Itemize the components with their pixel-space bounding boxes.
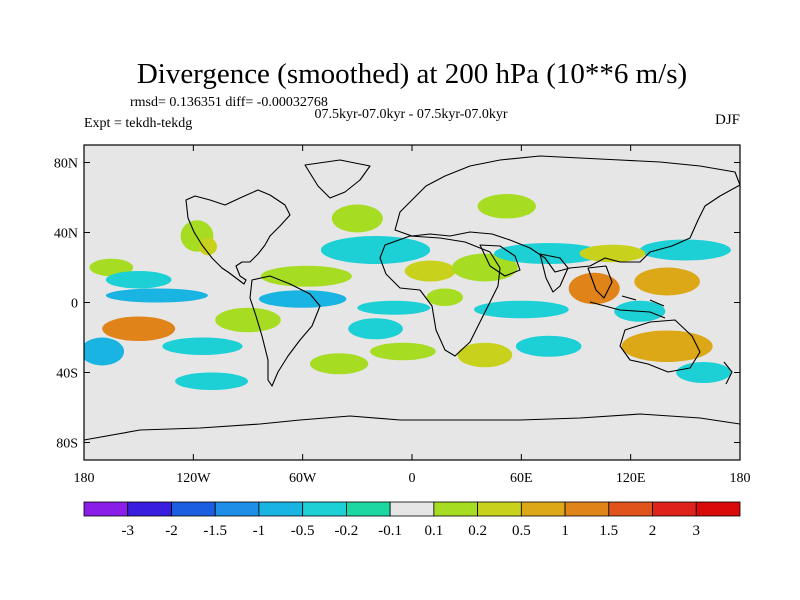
coastline-indochina [587,265,613,299]
chart-title: Divergence (smoothed) at 200 hPa (10**6 … [137,58,687,90]
anomaly-patch-22 [102,316,176,341]
x-tick-label: 0 [409,471,416,486]
anomaly-patch-12 [494,243,604,264]
colorbar-label: 2 [649,523,657,539]
colorbar-swatch-14 [695,501,741,517]
colorbar-swatch-8 [433,501,479,517]
colorbar-swatch-11 [564,501,610,517]
anomaly-patch-15 [568,272,620,305]
anomaly-patch-28 [457,342,513,368]
anomaly-patch-19 [426,288,464,306]
anomaly-patch-31 [676,362,731,383]
anomaly-patch-26 [348,318,403,340]
coastline-new-zealand [723,361,733,385]
coastline-africa [379,235,501,357]
colorbar-swatch-3 [214,501,260,517]
colorbar-label: 0.5 [512,523,531,539]
coastline-antarctica [84,413,740,441]
anomaly-patch-2 [198,237,218,256]
y-tick-label: 40N [54,227,78,242]
colorbar-swatch-9 [477,501,522,517]
coastlines [84,155,740,441]
colorbar-label: 0.1 [424,523,443,539]
colorbar-label: -0.2 [335,523,359,539]
anomaly-patch-23 [84,337,125,366]
season-label: DJF [715,112,740,128]
colorbar-swatch-6 [345,501,391,517]
anomaly-patch-13 [639,239,731,261]
anomaly-patch-24 [162,337,243,355]
y-tick-label: 40S [56,367,78,382]
y-tick-label: 0 [71,297,78,312]
coastline-arabia [479,244,521,277]
colorbar-label: -3 [121,523,134,539]
colorbar-swatch-2 [171,501,216,517]
anomaly-patch-29 [515,335,582,357]
experiment-label: Expt = tekdh-tekdg [84,116,192,131]
colorbar-label: -2 [165,523,178,539]
anomaly-patch-20 [357,300,431,315]
stats-line: rmsd= 0.136351 diff= -0.00032768 [130,95,328,110]
colorbar-swatch-0 [83,501,129,517]
colorbar-swatch-10 [520,501,566,517]
colorbar-swatch-1 [127,501,172,517]
anomaly-patch-4 [477,194,536,219]
colorbar-label: 1 [561,523,569,539]
anomaly-patch-14 [579,244,646,263]
x-tick-label: 60W [289,471,317,486]
divergence-anomaly-field [84,194,731,390]
anomaly-patch-33 [175,372,248,390]
colorbar-swatch-5 [302,501,347,517]
y-tick-label: 80S [56,437,78,452]
colorbar-label: -1 [253,523,266,539]
colorbar-swatch-7 [389,501,435,517]
y-tick-label: 80N [54,157,78,172]
anomaly-patch-6 [105,271,172,289]
colorbar: -3 -2 -1.5 -1 -0.5 -0.2 -0.1 0.1 0.2 0.5 1 1.5 2 3 [83,501,741,539]
x-tick-label: 180 [730,471,751,486]
anomaly-patch-9 [320,236,431,264]
x-tick-label: 120W [176,471,211,486]
x-tick-label: 60E [510,471,533,486]
anomaly-patch-16 [634,267,700,296]
anomaly-patch-18 [473,300,569,319]
map-axes: 180 120W 60W 0 60E 120E 180 80N 40N 0 40S 80S [54,145,751,486]
colorbar-label: 1.5 [599,523,618,539]
x-tick-label: 120E [616,471,646,486]
anomaly-patch-10 [404,260,456,282]
colorbar-label: -0.1 [378,523,402,539]
anomaly-patch-25 [215,307,281,333]
anomaly-patch-7 [105,288,208,303]
coastline-south-america [249,275,321,387]
anomaly-patch-11 [452,253,518,282]
anomaly-patch-30 [621,330,713,362]
map-panel: 180 120W 60W 0 60E 120E 180 80N 40N 0 40S 80S [54,144,751,486]
anomaly-patch-21 [258,290,347,308]
coastline-europe-asia [394,155,740,273]
coastline-australia [619,319,701,373]
colorbar-swatch-4 [258,501,304,517]
anomaly-patch-8 [260,265,352,287]
coastline-india [539,253,569,293]
anomaly-patch-5 [89,258,134,277]
x-tick-label: 180 [74,471,95,486]
colorbar-swatch-13 [652,501,697,517]
colorbar-label: -0.5 [291,523,315,539]
anomaly-patch-32 [309,353,369,375]
colorbar-swatch-12 [608,501,653,517]
anomaly-patch-3 [331,204,383,233]
coastline-north-america [185,189,291,285]
colorbar-label: 3 [693,523,701,539]
anomaly-patch-27 [370,342,436,361]
period-label: 07.5kyr-07.0kyr - 07.5kyr-07.0kyr [314,107,507,122]
colorbar-label: -1.5 [203,523,227,539]
coastline-greenland [304,159,371,199]
coastline-indonesia [589,295,666,319]
colorbar-label: 0.2 [468,523,487,539]
